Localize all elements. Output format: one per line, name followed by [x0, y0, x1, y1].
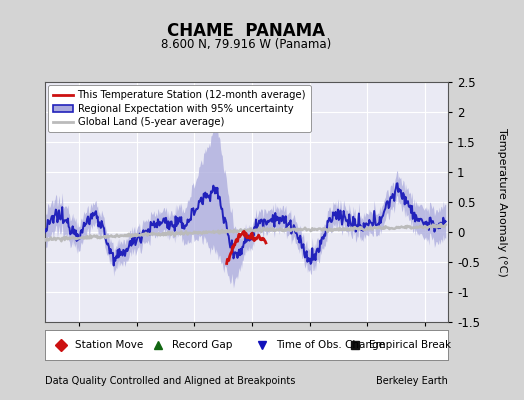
Legend: This Temperature Station (12-month average), Regional Expectation with 95% uncer: This Temperature Station (12-month avera…: [48, 85, 311, 132]
Text: Time of Obs. Change: Time of Obs. Change: [277, 340, 386, 350]
Text: Station Move: Station Move: [75, 340, 143, 350]
Y-axis label: Temperature Anomaly (°C): Temperature Anomaly (°C): [497, 128, 507, 276]
Text: Empirical Break: Empirical Break: [369, 340, 452, 350]
Text: 8.600 N, 79.916 W (Panama): 8.600 N, 79.916 W (Panama): [161, 38, 331, 51]
Text: Record Gap: Record Gap: [172, 340, 232, 350]
Text: Data Quality Controlled and Aligned at Breakpoints: Data Quality Controlled and Aligned at B…: [45, 376, 295, 386]
Text: CHAME  PANAMA: CHAME PANAMA: [167, 22, 325, 40]
Text: Berkeley Earth: Berkeley Earth: [376, 376, 448, 386]
